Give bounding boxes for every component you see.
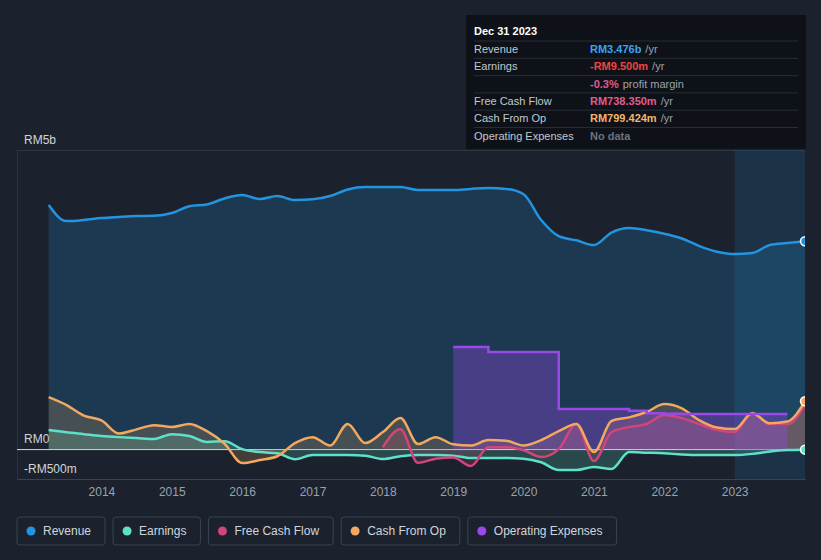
tooltip-value: RM738.350m bbox=[590, 95, 657, 107]
x-tick: 2017 bbox=[300, 479, 327, 499]
legend-label: Earnings bbox=[139, 524, 186, 538]
y-tick-label: RM5b bbox=[24, 133, 56, 147]
tooltip-value: RM3.476b bbox=[590, 43, 642, 55]
x-axis: 2014 2015 2016 2017 2018 2019 2020 2021 2022 2023 bbox=[18, 479, 806, 499]
tooltip-suffix: /yr bbox=[645, 43, 658, 55]
legend-item[interactable]: Operating Expenses bbox=[468, 517, 617, 545]
line-0 bbox=[49, 187, 805, 254]
end-marker bbox=[801, 397, 806, 406]
tooltip-separator bbox=[474, 75, 798, 76]
tooltip-suffix: profit margin bbox=[623, 78, 684, 90]
x-tick-label: 2023 bbox=[722, 485, 749, 499]
x-tick: 2014 bbox=[89, 479, 116, 499]
line-4 bbox=[453, 347, 787, 414]
tooltip-label: Cash From Op bbox=[474, 112, 546, 124]
end-marker bbox=[801, 445, 806, 454]
area-4 bbox=[453, 347, 787, 449]
legend-box[interactable] bbox=[341, 517, 460, 545]
legend-swatch bbox=[477, 527, 486, 536]
chart-container: -RM500mRM0RM5b20142015201620172018201920… bbox=[0, 0, 821, 560]
x-tick-label: 2018 bbox=[370, 485, 397, 499]
legend-box[interactable] bbox=[208, 517, 333, 545]
tooltip-label: Operating Expenses bbox=[474, 130, 574, 142]
legend-label: Cash From Op bbox=[367, 524, 446, 538]
legend-box[interactable] bbox=[17, 517, 105, 545]
tooltip-label: Free Cash Flow bbox=[474, 95, 552, 107]
tooltip-separator bbox=[474, 92, 798, 93]
tooltip-separator bbox=[474, 41, 798, 42]
legend-item[interactable]: Cash From Op bbox=[341, 517, 460, 545]
tooltip-suffix: /yr bbox=[652, 60, 665, 72]
tooltip-value: RM799.424m bbox=[590, 112, 657, 124]
x-tick: 2022 bbox=[651, 479, 678, 499]
x-tick-label: 2016 bbox=[229, 485, 256, 499]
y-tick-label: -RM500m bbox=[24, 462, 77, 476]
y-axis: -RM500m RM0 RM5b bbox=[17, 133, 805, 480]
grid-line bbox=[17, 479, 805, 480]
tooltip-separator bbox=[474, 127, 798, 128]
x-tick: 2016 bbox=[229, 479, 256, 499]
tooltip-box bbox=[466, 15, 806, 149]
legend-swatch bbox=[27, 527, 36, 536]
tooltip-value: No data bbox=[590, 130, 631, 142]
x-tick-label: 2020 bbox=[511, 485, 538, 499]
tooltip-title: Dec 31 2023 bbox=[474, 25, 537, 37]
x-tick-label: 2017 bbox=[300, 485, 327, 499]
tooltip-label: Earnings bbox=[474, 60, 518, 72]
legend-item[interactable]: Earnings bbox=[113, 517, 200, 545]
x-tick-label: 2021 bbox=[581, 485, 608, 499]
grid-line bbox=[17, 150, 805, 151]
tooltip-suffix: /yr bbox=[661, 112, 674, 124]
x-tick-label: 2015 bbox=[159, 485, 186, 499]
legend-swatch bbox=[218, 527, 227, 536]
plot-area bbox=[49, 150, 805, 479]
end-marker bbox=[801, 237, 806, 246]
tooltip: Dec 31 2023 Revenue RM3.476b/yr Earnings -RM… bbox=[466, 15, 806, 149]
tooltip-value: -0.3% bbox=[590, 78, 619, 90]
y-tick: -RM500m bbox=[17, 462, 805, 480]
background bbox=[0, 0, 821, 560]
tooltip-separator bbox=[474, 110, 798, 111]
x-axis-line bbox=[18, 479, 806, 480]
x-tick-label: 2022 bbox=[651, 485, 678, 499]
legend-label: Operating Expenses bbox=[494, 524, 603, 538]
x-tick: 2018 bbox=[370, 479, 397, 499]
tooltip-label: Revenue bbox=[474, 43, 518, 55]
x-tick: 2015 bbox=[159, 479, 186, 499]
tooltip-separator bbox=[474, 58, 798, 59]
x-tick-label: 2019 bbox=[440, 485, 467, 499]
y-axis-line bbox=[18, 151, 806, 480]
y-tick-label: RM0 bbox=[24, 432, 50, 446]
x-tick: 2020 bbox=[511, 479, 538, 499]
chart-svg: -RM500mRM0RM5b20142015201620172018201920… bbox=[0, 0, 821, 560]
tooltip-value: -RM9.500m bbox=[590, 60, 648, 72]
legend-label: Free Cash Flow bbox=[234, 524, 319, 538]
x-tick: 2019 bbox=[440, 479, 467, 499]
legend-item[interactable]: Revenue bbox=[17, 517, 105, 545]
x-tick-label: 2014 bbox=[89, 485, 116, 499]
legend-box[interactable] bbox=[468, 517, 617, 545]
legend-swatch bbox=[351, 527, 360, 536]
line-3 bbox=[49, 397, 805, 463]
legend-box[interactable] bbox=[113, 517, 200, 545]
x-tick: 2023 bbox=[722, 479, 749, 499]
area-0 bbox=[49, 187, 805, 449]
x-tick: 2021 bbox=[581, 479, 608, 499]
tooltip-suffix: /yr bbox=[661, 95, 674, 107]
legend-label: Revenue bbox=[43, 524, 91, 538]
legend: Revenue Earnings Free Cash Flow Cash From O… bbox=[17, 517, 617, 545]
line-1 bbox=[49, 430, 805, 470]
legend-swatch bbox=[123, 527, 132, 536]
legend-item[interactable]: Free Cash Flow bbox=[208, 517, 333, 545]
